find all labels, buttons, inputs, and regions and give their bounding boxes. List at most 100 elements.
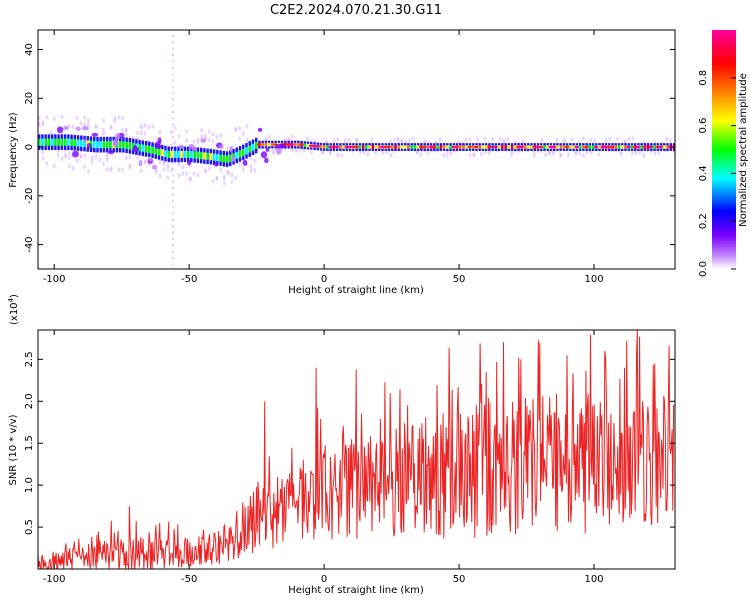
spectrogram-halo-cell [446, 149, 449, 154]
spectrogram-halo-cell [41, 122, 45, 127]
spectrogram-halo-cell [102, 118, 105, 123]
spectrogram-core-cell [102, 141, 106, 149]
spectrogram-peak-cell [636, 145, 641, 149]
spectrogram-core-cell [199, 152, 203, 160]
spectrogram-core-cell [407, 145, 410, 149]
spectrogram-spike-cell [171, 231, 174, 234]
spectrogram-halo-cell [298, 140, 302, 145]
spectrogram-halo-cell [94, 154, 98, 159]
spectrogram-halo-cell [585, 149, 589, 154]
spectrogram-halo-cell [631, 151, 634, 156]
snr-scale-prefix: (x10 [9, 302, 20, 325]
snr-series-line [38, 330, 675, 569]
spectrogram-halo-cell [272, 149, 275, 154]
spectrogram-halo-cell [616, 137, 619, 142]
spectrogram-halo-cell [347, 138, 351, 143]
spectrogram-halo-cell [521, 139, 525, 144]
spectrogram-halo-cell [506, 137, 510, 142]
spectrogram-halo-cell [72, 147, 75, 152]
spectrogram-halo-cell [223, 181, 226, 186]
spectrogram-core-cell [404, 145, 407, 149]
spectrogram-halo-cell [325, 140, 328, 145]
spectrogram-halo-cell [83, 115, 86, 120]
spectrogram-core-cell [141, 144, 145, 152]
spectrogram-core-cell [128, 142, 132, 150]
spectrogram-core-cell [394, 145, 397, 149]
spectrogram-spike-cell [171, 199, 174, 202]
spectrogram-blob [214, 162, 219, 167]
spectrogram-core-cell [449, 145, 452, 149]
spectrogram-core-cell [591, 145, 595, 149]
spectrogram-core-cell [238, 150, 242, 158]
spectrogram-halo-cell [653, 140, 657, 145]
spectrogram-halo-cell [192, 139, 196, 144]
snr-ytick-label: 2.5 [24, 351, 35, 367]
spectrogram-xtick-label: -100 [43, 274, 66, 285]
spectrogram-peak-cell [467, 145, 472, 149]
spectrogram-peak-cell [431, 145, 437, 149]
spectrogram-halo-cell [582, 136, 585, 141]
spectrogram-halo-cell [192, 171, 196, 176]
spectrogram-core-cell [446, 145, 449, 149]
spectrogram-core-cell [361, 145, 365, 149]
spectrogram-halo-cell [185, 147, 188, 152]
spectrogram-core-cell [216, 154, 219, 162]
snr-scale-label: (x104) [7, 294, 20, 325]
spectrogram-halo-cell [53, 116, 56, 121]
spectrogram-core-cell [413, 145, 417, 149]
spectrogram-core-cell [203, 152, 206, 160]
spectrogram-halo-cell [45, 115, 49, 120]
spectrogram-halo-cell [238, 126, 241, 131]
spectrogram-halo-cell [567, 152, 570, 157]
spectrogram-halo-cell [158, 174, 162, 179]
spectrogram-core-cell [416, 145, 420, 149]
spectrogram-peak-cell [548, 145, 553, 149]
spectrogram-core-cell [235, 151, 238, 159]
spectrogram-halo-cell [83, 154, 86, 159]
spectrogram-spike-cell [171, 79, 174, 82]
snr-ytick-label: 1.5 [24, 435, 35, 451]
spectrogram-halo-cell [79, 121, 83, 126]
spectrogram-halo-cell [121, 115, 124, 120]
spectrogram-xtick-label: 100 [584, 274, 603, 285]
spectrogram-spike-cell [171, 117, 174, 120]
spectrogram-blob [242, 159, 248, 166]
spectrogram-peak-cell [516, 145, 521, 149]
spectrogram-halo-cell [393, 148, 396, 153]
spectrogram-halo-cell [185, 138, 188, 143]
spectrogram-halo-cell [117, 167, 120, 172]
spectrogram-halo-cell [396, 139, 400, 144]
spectrogram-ytick-label: -40 [24, 236, 35, 252]
spectrogram-halo-cell [465, 138, 468, 143]
spectrogram-core-cell [209, 153, 213, 161]
spectrogram-halo-cell [291, 134, 294, 139]
spectrogram-halo-cell [211, 132, 215, 137]
spectrogram-core-cell [484, 145, 488, 149]
spectrogram-blob [82, 126, 89, 131]
spectrogram-halo-cell [174, 125, 177, 130]
spectrogram-peak-cell [419, 145, 424, 149]
spectrogram-core-cell [556, 145, 559, 149]
snr-ytick-label: 1.0 [24, 477, 35, 493]
spectrogram-halo-cell [94, 125, 98, 130]
spectrogram-spike-cell [171, 85, 174, 88]
spectrogram-peak-cell [535, 145, 541, 149]
spectrogram-core-cell [38, 138, 41, 146]
spectrogram-halo-cell [582, 153, 585, 158]
spectrogram-spike-cell [171, 212, 174, 215]
spectrogram-halo-cell [109, 167, 113, 172]
spectrogram-spike-cell [171, 91, 174, 95]
spectrogram-halo-cell [128, 154, 132, 159]
spectrogram-halo-cell [158, 160, 162, 165]
spectrogram-halo-cell [438, 137, 442, 142]
spectrogram-halo-cell [230, 172, 234, 177]
spectrogram-core-cell [569, 145, 572, 149]
spectrogram-core-cell [514, 145, 517, 149]
spectrogram-halo-cell [166, 163, 169, 168]
spectrogram-blob [148, 158, 154, 162]
spectrogram-halo-cell [162, 167, 166, 172]
spectrogram-halo-cell [279, 146, 283, 151]
spectrogram-ytick-label: -20 [24, 188, 35, 204]
spectrogram-blob [112, 139, 119, 146]
spectrogram-halo-cell [249, 156, 253, 161]
